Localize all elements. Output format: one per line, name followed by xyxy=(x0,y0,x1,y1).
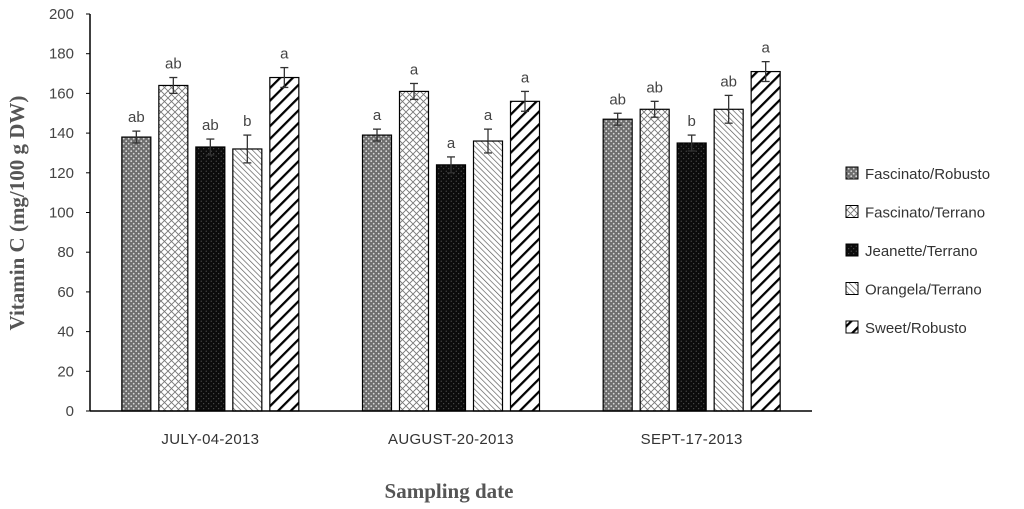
significance-letter: ab xyxy=(646,79,663,96)
bar xyxy=(602,118,633,412)
bar xyxy=(509,100,541,412)
significance-letter: a xyxy=(447,135,456,152)
bar xyxy=(713,108,744,412)
y-axis: 0 20 40 60 80 100 120 140 160 180 200 xyxy=(49,6,91,420)
bar xyxy=(398,90,430,412)
x-category-label: AUGUST-20-2013 xyxy=(388,431,514,448)
bar xyxy=(361,134,393,412)
significance-letter: b xyxy=(687,113,695,130)
legend-label: Fascinato/Robusto xyxy=(865,166,990,183)
legend-label: Sweet/Robusto xyxy=(865,320,967,337)
significance-letter: a xyxy=(484,107,493,124)
bars: ab ab ab b a a a a a a ab ab b ab a xyxy=(121,40,781,412)
x-category-label: SEPT-17-2013 xyxy=(641,431,743,448)
significance-letter: a xyxy=(280,46,289,63)
bar xyxy=(269,76,300,412)
significance-letter: ab xyxy=(609,91,626,108)
legend-swatch xyxy=(845,320,859,334)
x-axis: JULY-04-2013 AUGUST-20-2013 SEPT-17-2013 xyxy=(90,410,812,448)
legend-swatch xyxy=(845,282,859,295)
legend-label: Fascinato/Terrano xyxy=(865,205,985,222)
significance-letter: a xyxy=(410,61,419,78)
bar xyxy=(676,142,707,412)
bar xyxy=(232,148,263,412)
legend-label: Jeanette/Terrano xyxy=(865,243,978,260)
legend-swatch xyxy=(845,205,859,218)
significance-letter: ab xyxy=(165,56,182,73)
y-tick-label: 140 xyxy=(49,125,74,142)
legend: Fascinato/Robusto Fascinato/Terrano Jeanet… xyxy=(845,166,990,337)
legend-label: Orangela/Terrano xyxy=(865,282,982,299)
y-tick-label: 0 xyxy=(66,403,74,420)
bar xyxy=(121,136,152,412)
significance-letter: ab xyxy=(202,117,219,134)
y-tick-label: 20 xyxy=(57,363,74,380)
bar xyxy=(435,164,467,412)
y-tick-label: 180 xyxy=(49,46,74,63)
x-axis-title: Sampling date xyxy=(385,479,514,503)
significance-letter: ab xyxy=(128,109,145,126)
significance-letter: a xyxy=(521,69,530,86)
y-tick-label: 100 xyxy=(49,205,74,222)
bar xyxy=(195,146,226,412)
significance-letter: b xyxy=(243,113,251,130)
bar xyxy=(639,108,670,412)
y-tick-label: 60 xyxy=(57,284,74,301)
significance-letter: a xyxy=(761,40,770,57)
x-category-label: JULY-04-2013 xyxy=(161,431,259,448)
bar xyxy=(472,140,504,412)
legend-swatch xyxy=(845,243,859,257)
significance-letter: ab xyxy=(720,73,737,90)
y-tick-label: 80 xyxy=(57,244,74,261)
y-tick-label: 120 xyxy=(49,165,74,182)
y-tick-label: 200 xyxy=(49,6,74,23)
y-tick-label: 160 xyxy=(49,85,74,102)
legend-swatch xyxy=(845,166,859,180)
significance-letter: a xyxy=(373,107,382,124)
y-axis-title: Vitamin C (mg/100 g DW) xyxy=(5,96,29,331)
bar xyxy=(158,84,189,412)
bar xyxy=(750,70,781,412)
y-tick-label: 40 xyxy=(57,324,74,341)
